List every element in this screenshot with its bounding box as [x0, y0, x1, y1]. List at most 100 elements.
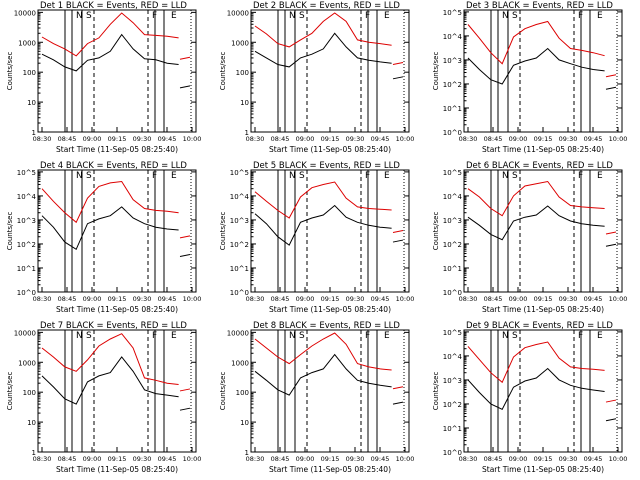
series-events-tail	[605, 243, 617, 247]
x-tick-label: 09:30	[346, 455, 365, 463]
plot-frame	[37, 329, 197, 453]
x-tick-label: 08:30	[33, 135, 52, 143]
x-tick-label: 10:00	[396, 135, 415, 143]
y-tick-label: 10^4	[443, 353, 463, 361]
y-tick-label: 10^0	[443, 289, 462, 297]
marker-label-s: S	[299, 171, 305, 181]
chart-svg: Det 3 BLACK = Events, RED = LLD 10^0 10^1 1…	[432, 1, 627, 154]
chart-title: Det 5 BLACK = Events, RED = LLD	[253, 161, 400, 171]
y-tick-label: 1	[32, 129, 36, 137]
y-tick-label: 10^2	[443, 401, 462, 409]
y-tick-label: 10^3	[17, 217, 36, 225]
x-tick-label: 08:30	[246, 455, 265, 463]
x-tick-label: 08:45	[58, 135, 77, 143]
marker-label-e: E	[171, 11, 177, 21]
series-events-line	[254, 353, 392, 396]
x-tick-label: 09:45	[158, 135, 177, 143]
x-tick-label: 08:45	[484, 295, 503, 303]
x-tick-label: 09:15	[534, 135, 553, 143]
x-tick-label: 08:30	[246, 135, 265, 143]
marker-label-f: F	[365, 331, 370, 341]
marker-label-n: N	[76, 331, 83, 341]
x-tick-label: 08:30	[33, 295, 52, 303]
marker-label-f: F	[578, 331, 583, 341]
x-tick-label: 08:30	[33, 455, 52, 463]
x-tick-label: 10:00	[396, 295, 415, 303]
chart-title: Det 8 BLACK = Events, RED = LLD	[253, 321, 400, 331]
series-lld-tail	[605, 399, 617, 403]
series-events-tail	[392, 239, 404, 243]
y-axis-label: Counts/sec	[432, 212, 440, 251]
series-events-tail	[605, 418, 617, 422]
marker-label-n: N	[289, 331, 296, 341]
x-tick-label: 08:45	[271, 295, 290, 303]
series-events-tail	[392, 76, 404, 80]
series-lld-tail	[392, 62, 404, 66]
detector-chart-9: Det 9 BLACK = Events, RED = LLD 10^0 10^1 1…	[426, 320, 639, 480]
y-tick-label: 10^1	[230, 265, 249, 273]
x-tick-label: 10:00	[396, 455, 415, 463]
series-events-tail	[605, 86, 617, 90]
marker-label-e: E	[597, 11, 603, 21]
y-tick-label: 10000	[227, 329, 249, 337]
series-events-tail	[179, 407, 191, 411]
chart-title: Det 2 BLACK = Events, RED = LLD	[253, 1, 400, 11]
series-events-line	[254, 204, 392, 246]
series-events-line	[41, 356, 179, 405]
x-tick-label: 08:30	[459, 295, 478, 303]
y-tick-label: 10^1	[443, 105, 462, 113]
y-axis-label: Counts/sec	[6, 372, 14, 411]
x-axis-label: Start Time (11-Sep-05 08:25:40)	[269, 465, 391, 474]
y-tick-label: 10^3	[230, 217, 249, 225]
chart-title: Det 3 BLACK = Events, RED = LLD	[466, 1, 613, 11]
chart-svg: Det 4 BLACK = Events, RED = LLD 10^0 10^1 1…	[6, 161, 202, 314]
series-lld-tail	[605, 231, 617, 235]
y-tick-label: 10^0	[443, 129, 462, 137]
y-tick-label: 100	[23, 69, 36, 77]
y-tick-label: 10^3	[443, 57, 462, 65]
x-tick-label: 10:00	[183, 295, 202, 303]
plot-frame	[250, 9, 410, 133]
x-tick-label: 09:45	[584, 455, 603, 463]
y-tick-label: 10^5	[443, 329, 462, 337]
y-axis-label: Counts/sec	[432, 372, 440, 411]
x-tick-label: 09:30	[133, 295, 152, 303]
y-tick-label: 10^2	[443, 241, 462, 249]
chart-title: Det 9 BLACK = Events, RED = LLD	[466, 321, 613, 331]
detector-chart-1: Det 1 BLACK = Events, RED = LLD 1 10 100 100…	[0, 0, 213, 160]
x-tick-label: 09:45	[371, 135, 390, 143]
plot-frame	[37, 169, 197, 293]
x-tick-label: 09:15	[321, 295, 340, 303]
y-tick-label: 1	[245, 129, 249, 137]
x-tick-label: 10:00	[609, 295, 628, 303]
y-tick-label: 1	[32, 449, 36, 457]
y-tick-label: 10^4	[443, 33, 463, 41]
y-tick-label: 10^4	[17, 193, 37, 201]
series-lld-line	[254, 332, 392, 371]
x-tick-label: 09:30	[559, 455, 578, 463]
y-tick-label: 10^5	[230, 169, 249, 177]
x-tick-label: 08:30	[459, 135, 478, 143]
chart-title: Det 1 BLACK = Events, RED = LLD	[40, 1, 187, 11]
series-lld-line	[41, 180, 179, 224]
y-tick-label: 100	[236, 69, 249, 77]
x-tick-label: 08:45	[484, 135, 503, 143]
marker-label-n: N	[76, 171, 83, 181]
plot-frame	[250, 169, 410, 293]
y-tick-label: 10^0	[443, 449, 462, 457]
marker-label-s: S	[512, 171, 518, 181]
x-tick-label: 09:15	[534, 455, 553, 463]
plot-frame	[463, 9, 623, 133]
x-axis-label: Start Time (11-Sep-05 08:25:40)	[482, 305, 604, 314]
marker-label-f: F	[578, 171, 583, 181]
x-tick-label: 09:00	[296, 135, 315, 143]
y-tick-label: 10^0	[230, 289, 249, 297]
marker-label-s: S	[86, 331, 92, 341]
x-tick-label: 09:00	[509, 295, 528, 303]
y-tick-label: 10^1	[17, 265, 36, 273]
series-events-line	[467, 367, 605, 410]
x-axis-label: Start Time (11-Sep-05 08:25:40)	[482, 145, 604, 154]
x-tick-label: 08:45	[271, 135, 290, 143]
y-tick-label: 1	[245, 449, 249, 457]
